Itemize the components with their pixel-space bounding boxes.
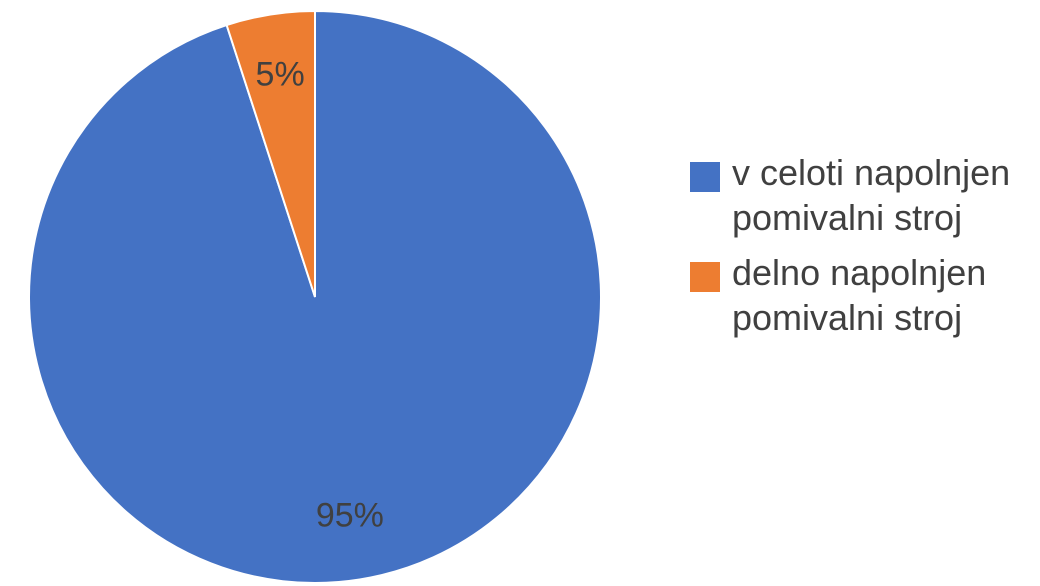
legend-swatch	[690, 262, 720, 292]
legend-label: delno napolnjen pomivalni stroj	[732, 252, 987, 338]
legend-item: delno napolnjen pomivalni stroj	[690, 250, 1030, 340]
legend-item: v celoti napolnjen pomivalni stroj	[690, 150, 1030, 240]
legend-swatch	[690, 162, 720, 192]
legend-label: v celoti napolnjen pomivalni stroj	[732, 152, 1011, 238]
legend: v celoti napolnjen pomivalni stroj delno …	[690, 150, 1030, 350]
data-label: 95%	[316, 496, 384, 534]
pie-slice	[225, 9, 316, 298]
data-label: 5%	[256, 56, 305, 94]
